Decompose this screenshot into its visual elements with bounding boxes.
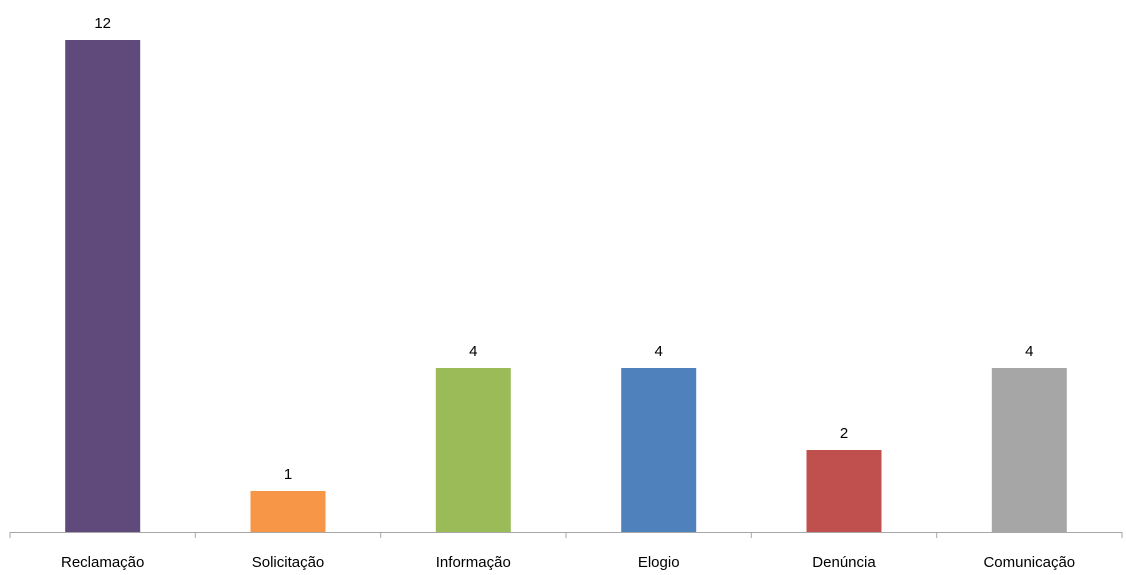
data-label-denuncia: 2 [840,425,848,442]
x-ticks-group [9,532,1123,538]
x-tick-label-solicitacao: Solicitação [252,554,325,571]
x-tick-label-elogio: Elogio [638,554,680,571]
bar-reclamacao [65,40,141,532]
bars-group [65,40,1067,532]
data-label-informacao: 4 [469,343,477,360]
x-tick-label-denuncia: Denúncia [812,554,876,571]
x-tick-label-informacao: Informação [436,554,511,571]
x-tick-label-reclamacao: Reclamação [61,554,144,571]
bar-denuncia [806,450,882,532]
data-label-solicitacao: 1 [284,466,292,483]
x-tick-labels-group: Reclamação Solicitação Informação Elogio Den… [61,554,1075,571]
data-labels-group: 12 1 4 4 2 4 [94,15,1033,483]
data-label-comunicacao: 4 [1025,343,1033,360]
bar-elogio [621,368,697,532]
x-tick-label-comunicacao: Comunicação [983,554,1075,571]
bar-comunicacao [991,368,1067,532]
data-label-reclamacao: 12 [94,15,111,32]
bar-solicitacao [250,491,326,532]
bar-informacao [435,368,511,532]
data-label-elogio: 4 [655,343,663,360]
